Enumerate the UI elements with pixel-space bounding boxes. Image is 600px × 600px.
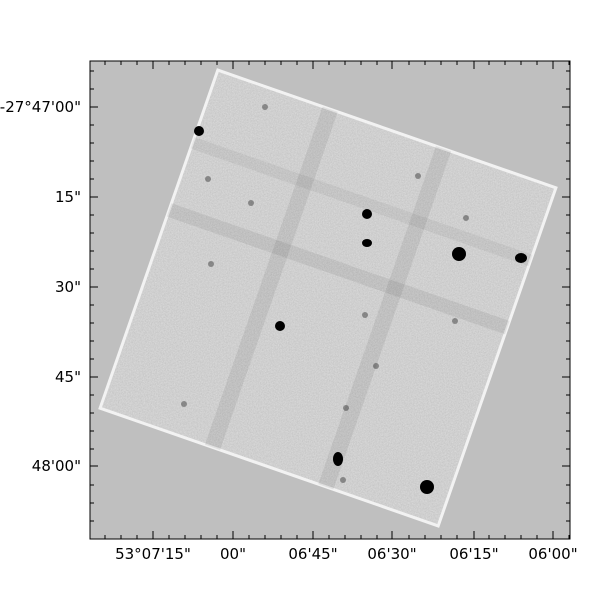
star — [333, 452, 343, 466]
star — [194, 126, 204, 136]
stars — [194, 126, 527, 494]
source — [373, 363, 379, 369]
y-tick-label: 30" — [55, 278, 81, 296]
source — [181, 401, 187, 407]
x-tick-label: 06'00" — [528, 545, 577, 563]
star — [362, 239, 372, 247]
source — [343, 405, 349, 411]
source — [415, 173, 421, 179]
axes-frame — [89, 60, 571, 540]
sky-image — [98, 68, 558, 528]
source — [452, 318, 458, 324]
image-frame — [100, 70, 556, 526]
image-edge — [98, 68, 558, 528]
source — [362, 312, 368, 318]
source — [208, 261, 214, 267]
band — [204, 106, 338, 450]
x-tick-label: 06'45" — [288, 545, 337, 563]
band — [166, 203, 510, 335]
source — [205, 176, 211, 182]
star — [362, 209, 372, 219]
band — [190, 137, 533, 267]
band — [318, 146, 452, 490]
source — [262, 104, 268, 110]
y-tick-label: 45" — [55, 368, 81, 386]
source — [463, 215, 469, 221]
y-tick-label: 48'00" — [32, 457, 81, 475]
star — [452, 247, 466, 261]
y-tick-label: 15" — [55, 188, 81, 206]
faint-sources — [181, 104, 469, 483]
x-tick-label: 53°07'15" — [115, 545, 191, 563]
x-tick-label: 06'15" — [449, 545, 498, 563]
source — [248, 200, 254, 206]
star — [275, 321, 285, 331]
x-tick-label: 00" — [220, 545, 246, 563]
star — [515, 253, 527, 263]
source — [340, 477, 346, 483]
star — [420, 480, 434, 494]
x-tick-label: 06'30" — [367, 545, 416, 563]
y-tick-label: -27°47'00" — [0, 98, 81, 116]
